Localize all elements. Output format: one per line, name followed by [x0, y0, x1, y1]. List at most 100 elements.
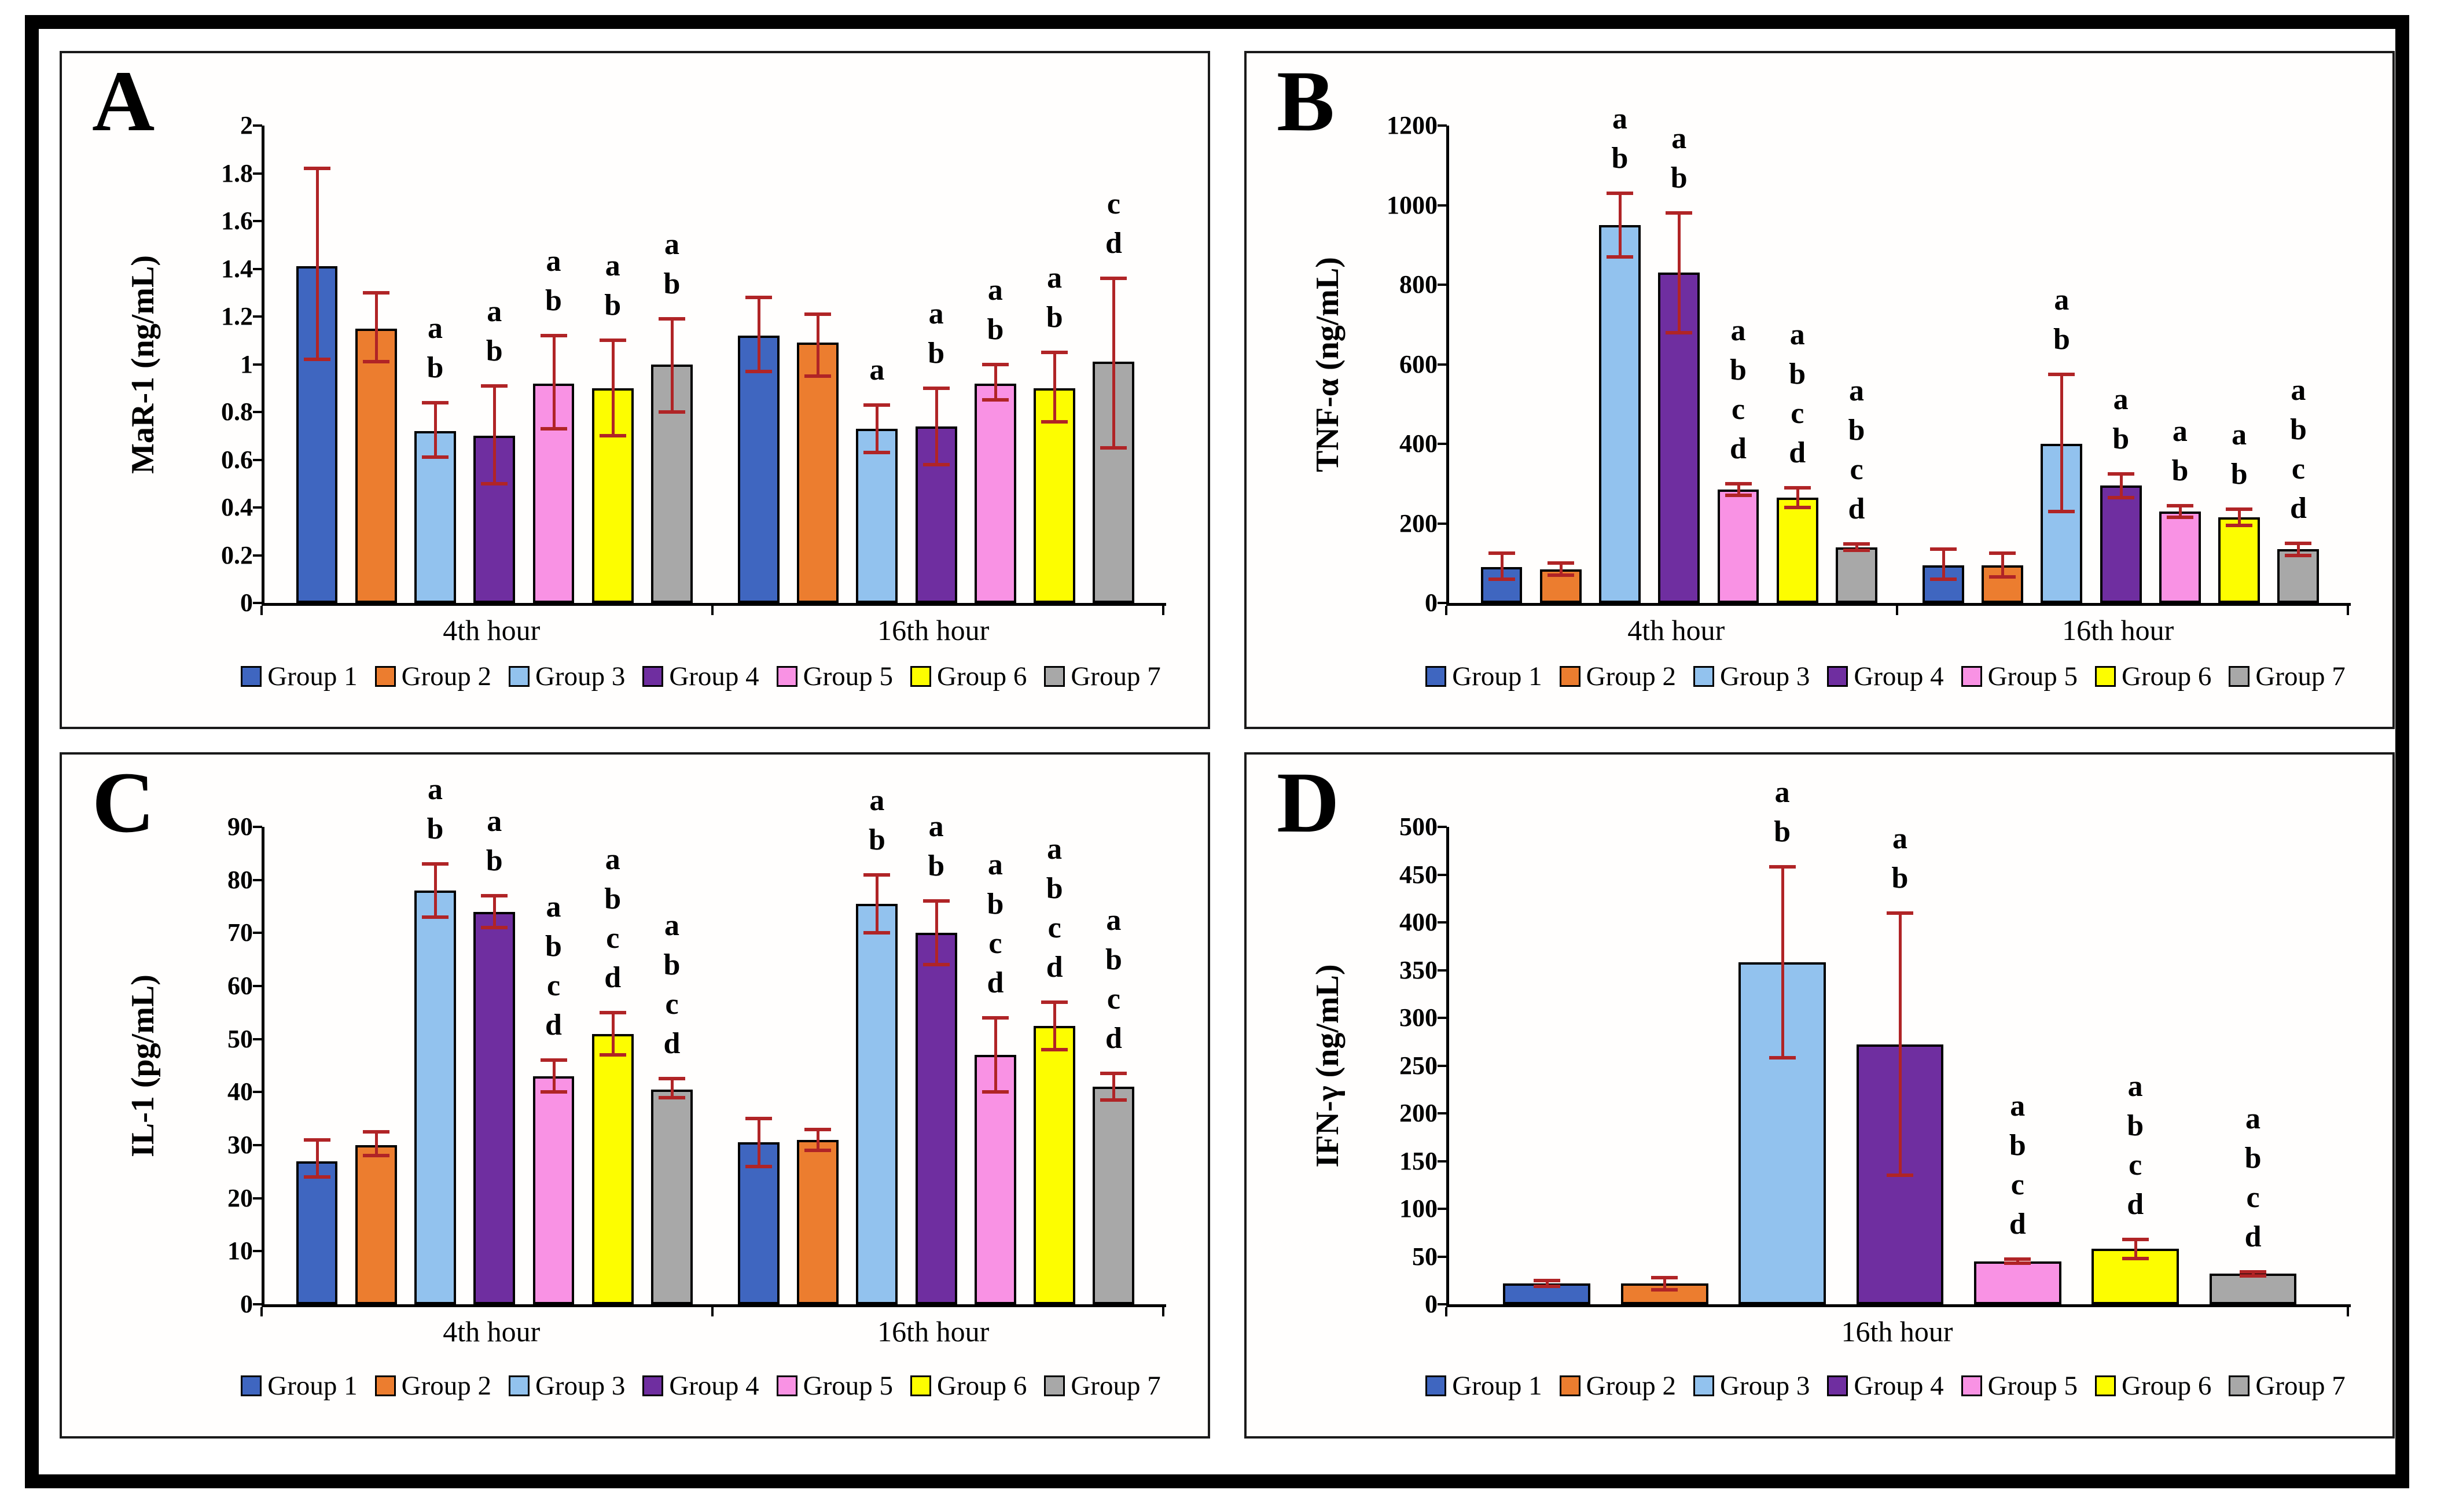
- error-bar-cap-top: [2107, 472, 2134, 476]
- y-tick-mark: [253, 1038, 262, 1040]
- legend-item-group-7: Group 7: [1044, 1370, 1161, 1401]
- legend-item-group-4: Group 4: [642, 661, 759, 692]
- legend-swatch-icon: [642, 666, 664, 687]
- legend-swatch-icon: [1693, 1375, 1714, 1396]
- error-bar-cap-bottom: [1843, 549, 1870, 553]
- error-bar-cap-top: [540, 334, 567, 337]
- significance-letter: b: [1891, 861, 1909, 895]
- legend-label: Group 7: [2255, 1371, 2346, 1401]
- significance-letter: d: [1730, 432, 1747, 465]
- x-tick-mark: [1896, 606, 1898, 615]
- y-tick-mark: [253, 220, 262, 222]
- legend-label: Group 2: [401, 661, 491, 691]
- bar-group-3-0: [414, 431, 456, 603]
- x-tick-mark: [1162, 606, 1164, 615]
- y-tick-mark: [1438, 921, 1447, 924]
- bar-slot: [296, 827, 338, 1304]
- error-bar-cap-bottom: [599, 434, 626, 438]
- error-bar-cap-top: [1533, 1278, 1560, 1282]
- y-tick-label: 1000: [1387, 190, 1438, 219]
- y-tick-mark: [253, 1091, 262, 1094]
- bar-group-3-0: [1599, 225, 1641, 603]
- significance-letter: d: [604, 961, 622, 994]
- legend-swatch-icon: [1961, 666, 1982, 687]
- error-bar-cap-top: [422, 400, 449, 404]
- y-tick-mark: [253, 602, 262, 604]
- error-bar-cap-top: [303, 1138, 330, 1142]
- error-bar-cap-top: [362, 1130, 389, 1134]
- error-bar-cap-top: [2004, 1257, 2031, 1261]
- significance-letter: b: [1105, 943, 1122, 977]
- significance-letter: b: [663, 267, 681, 301]
- legend-label: Group 6: [937, 661, 1027, 691]
- error-bar-cap-top: [1843, 542, 1870, 546]
- x-category-label: 16th hour: [877, 1315, 990, 1348]
- significance-letter: c: [546, 969, 561, 1003]
- legend-swatch-icon: [1827, 666, 1848, 687]
- legend-item-group-2: Group 2: [374, 661, 491, 692]
- significance-letter: b: [1046, 300, 1063, 334]
- error-bar: [994, 364, 997, 400]
- y-tick-mark: [253, 124, 262, 127]
- y-tick-label: 450: [1399, 860, 1438, 889]
- bar-slot: [355, 827, 397, 1304]
- significance-letter: c: [1731, 392, 1745, 426]
- error-bar: [611, 340, 615, 436]
- y-tick-mark: [1438, 969, 1447, 972]
- bar-group-7-1: [2277, 549, 2320, 603]
- error-bar-cap-bottom: [982, 398, 1009, 402]
- y-tick-label: 50: [1412, 1242, 1438, 1271]
- x-category-label: 16th hour: [2062, 614, 2174, 646]
- significance-letter: d: [1105, 1022, 1122, 1055]
- legend-label: Group 4: [669, 1371, 759, 1401]
- bar-group-6-1: [1034, 1025, 1076, 1304]
- error-bar-cap-top: [1725, 481, 1752, 485]
- y-tick-mark: [253, 458, 262, 461]
- legend-label: Group 3: [535, 1371, 626, 1401]
- legend-label: Group 1: [1452, 661, 1542, 691]
- significance-letter: d: [2127, 1187, 2144, 1221]
- panel-D: D IFN-γ (ng/mL) 0 50 100 150 200 250 300 350 400 45…: [1244, 752, 2395, 1439]
- legend-swatch-icon: [776, 666, 797, 687]
- legend-label: Group 5: [803, 1371, 894, 1401]
- y-tick-label: 400: [1399, 908, 1438, 936]
- legend-label: Group 4: [669, 661, 759, 691]
- legend-label: Group 6: [2122, 1371, 2212, 1401]
- significance-letter: c: [988, 927, 1002, 960]
- y-tick-label: 400: [1399, 429, 1438, 458]
- bar-slot: a: [856, 126, 898, 603]
- y-tick-label: 60: [227, 972, 253, 1000]
- error-bar-cap-top: [540, 1058, 567, 1062]
- error-bar: [493, 896, 497, 928]
- significance-letter: a: [2245, 1102, 2261, 1135]
- y-tick-label: 300: [1399, 1003, 1438, 1032]
- legend-item-group-1: Group 1: [1425, 1370, 1542, 1401]
- panel-letter-D: D: [1277, 755, 1340, 851]
- significance-letter: a: [546, 891, 561, 924]
- error-bar: [1796, 487, 1799, 507]
- error-bar-cap-bottom: [863, 931, 891, 935]
- significance-letter: b: [2289, 413, 2307, 446]
- y-tick-label: 1.4: [221, 254, 253, 283]
- y-tick-mark: [1438, 522, 1447, 525]
- significance-letter: b: [1789, 357, 1806, 391]
- significance-letter: a: [427, 773, 443, 807]
- error-bar: [1737, 483, 1740, 496]
- bar-group-4-0: [473, 436, 516, 603]
- y-tick-mark: [1438, 826, 1447, 828]
- significance-letter: b: [545, 930, 562, 963]
- bar-slot: [296, 126, 338, 603]
- error-bar-cap-bottom: [1041, 420, 1068, 424]
- y-tick-mark: [253, 1250, 262, 1253]
- bar-slot: [737, 827, 780, 1304]
